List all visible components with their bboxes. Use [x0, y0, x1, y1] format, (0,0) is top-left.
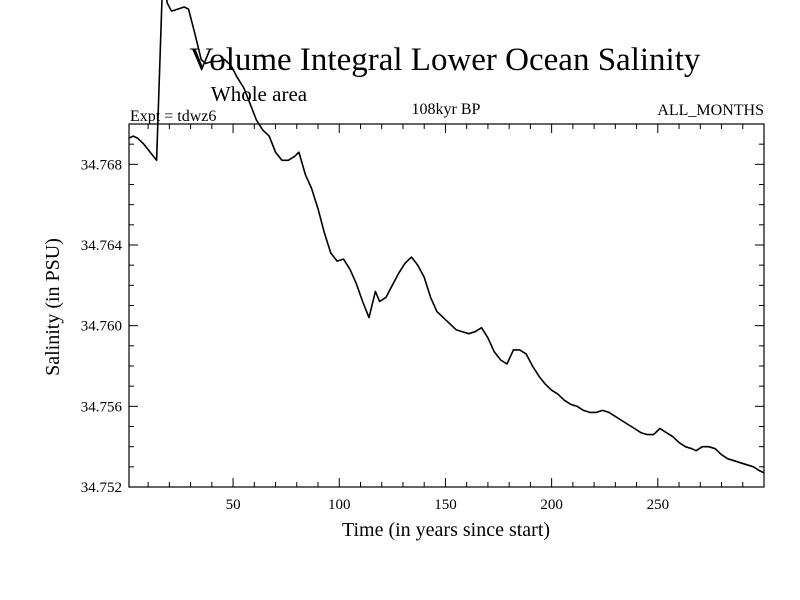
x-tick-label: 200: [540, 497, 563, 513]
series-line-salinity: [128, 0, 765, 474]
y-tick-label: 34.752: [81, 480, 122, 496]
y-tick-label: 34.756: [81, 399, 123, 415]
x-tick-label: 100: [328, 497, 351, 513]
chart-subtitle: Whole area: [211, 82, 308, 106]
axis-ticks: [129, 123, 764, 488]
x-tick-label: 150: [434, 497, 457, 513]
y-axis-label: Salinity (in PSU): [42, 238, 64, 376]
y-tick-label: 34.760: [81, 319, 122, 335]
x-tick-label: 250: [647, 497, 670, 513]
chart-title: Volume Integral Lower Ocean Salinity: [190, 42, 701, 78]
y-tick-label: 34.768: [81, 157, 122, 173]
x-axis-label: Time (in years since start): [342, 519, 550, 541]
months-label: ALL_MONTHS: [657, 102, 764, 119]
y-tick-labels: 34.752 34.756 34.760 34.764 34.768: [81, 157, 123, 496]
plot-frame: [128, 123, 765, 488]
x-tick-labels: 50 100 150 200 250: [226, 497, 669, 513]
period-label: 108kyr BP: [412, 101, 481, 118]
x-tick-label: 50: [226, 497, 241, 513]
y-tick-label: 34.764: [81, 238, 123, 254]
experiment-label: Expt = tdwz6: [130, 108, 216, 125]
